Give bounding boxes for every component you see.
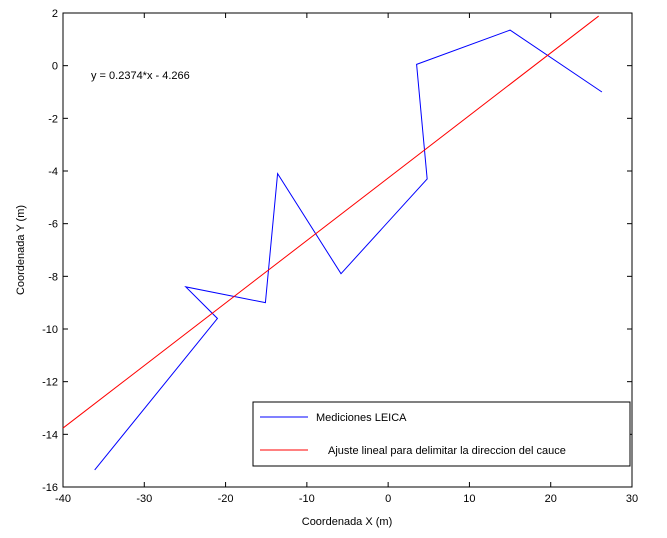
y-tick-label: -8 <box>48 271 58 283</box>
x-tick-label: 30 <box>626 493 638 505</box>
x-tick-label: 20 <box>545 493 557 505</box>
legend: Mediciones LEICA Ajuste lineal para deli… <box>252 401 631 467</box>
series-line-mediciones-leica <box>94 29 603 471</box>
y-axis-label: Coordenada Y (m) <box>15 205 27 295</box>
y-tick-label: -16 <box>42 482 58 494</box>
legend-label-mediciones: Mediciones LEICA <box>316 412 407 424</box>
y-tick-label: -12 <box>42 377 58 389</box>
x-tick-label: 10 <box>463 493 475 505</box>
x-tick-label: -20 <box>218 493 234 505</box>
x-tick-label: -30 <box>136 493 152 505</box>
fit-equation-annotation: y = 0.2374*x - 4.266 <box>91 70 190 82</box>
y-tick-label: -14 <box>42 429 58 441</box>
y-tick-label: -2 <box>48 113 58 125</box>
series-group <box>62 15 603 471</box>
x-tick-label: -10 <box>299 493 315 505</box>
x-axis-label: Coordenada X (m) <box>302 516 393 528</box>
legend-box <box>252 401 631 467</box>
series-line-ajuste-lineal <box>62 15 599 429</box>
x-tick-label: -40 <box>55 493 71 505</box>
y-tick-label: 0 <box>52 61 58 73</box>
y-tick-label: -6 <box>48 219 58 231</box>
legend-label-ajuste: Ajuste lineal para delimitar la direccio… <box>328 445 566 457</box>
y-tick-label: -10 <box>42 324 58 336</box>
y-tick-label: -4 <box>48 166 58 178</box>
y-tick-label: 2 <box>52 8 58 20</box>
ticks-group: -40 -30 -20 -10 0 10 20 3020-2-4-6-8-10-12-14-1… <box>42 8 638 505</box>
x-tick-label: 0 <box>385 493 391 505</box>
